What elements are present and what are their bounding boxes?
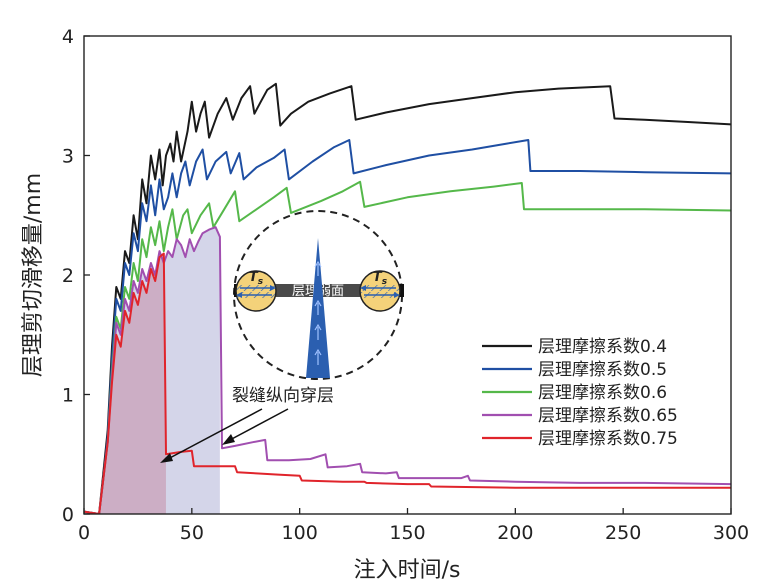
x-tick-label-5: 250: [605, 522, 641, 544]
x-tick-label-1: 50: [180, 522, 204, 544]
series-line-0: [84, 82, 731, 514]
x-tick-label-0: 0: [78, 522, 90, 544]
y-tick-label-2: 2: [62, 265, 74, 287]
x-tick-label-3: 150: [389, 522, 425, 544]
y-axis-title: 层理剪切滑移量/mm: [21, 173, 46, 377]
y-tick-label-0: 0: [62, 504, 74, 526]
series-line-1: [84, 139, 731, 514]
axis-ticks: 0 50 100 150 200 250 300 0 1 2 3 4: [62, 26, 749, 544]
x-tick-label-2: 100: [282, 522, 318, 544]
legend-label-3: 层理摩擦系数0.65: [538, 406, 678, 426]
legend-label-1: 层理摩擦系数0.5: [538, 360, 667, 380]
y-tick-label-1: 1: [62, 385, 74, 407]
inset-diagram: 层理弱面 Ts Ts: [233, 210, 404, 380]
series-line-3: [84, 226, 731, 514]
legend-label-0: 层理摩擦系数0.4: [538, 337, 667, 357]
annotation-text: 裂缝纵向穿层: [232, 386, 334, 406]
series-line-2: [84, 180, 731, 514]
annotation-arrowhead-1: [160, 453, 173, 463]
y-tick-label-3: 3: [62, 146, 74, 168]
arrowhead-left-bottom: [236, 292, 242, 298]
bedding-end-right: [398, 284, 404, 297]
x-tick-label-6: 300: [713, 522, 749, 544]
arrowhead-right-bottom: [394, 292, 400, 298]
annotation-arrowhead-2: [222, 434, 235, 445]
annotation-arrow-2: [227, 408, 289, 442]
shaded-regions: [84, 227, 220, 514]
annotation-arrow-1: [165, 408, 263, 461]
arrowhead-left-top: [270, 285, 276, 291]
fracture-flow-arrows: [314, 260, 322, 365]
legend: 层理摩擦系数0.4 层理摩擦系数0.5 层理摩擦系数0.6 层理摩擦系数0.65 层理摩…: [482, 337, 678, 449]
x-axis-title: 注入时间/s: [354, 558, 461, 583]
shear-stress-symbol-right: Ts: [373, 270, 388, 287]
y-tick-label-4: 4: [62, 26, 74, 48]
legend-label-2: 层理摩擦系数0.6: [538, 383, 667, 403]
series-lines: [84, 82, 731, 514]
shear-stress-symbol-left: Ts: [249, 270, 264, 287]
x-tick-label-4: 200: [497, 522, 533, 544]
arrowhead-right-top: [360, 285, 366, 291]
series-line-4: [84, 252, 731, 514]
shaded-region-1: [84, 253, 166, 514]
legend-label-4: 层理摩擦系数0.75: [538, 429, 678, 449]
